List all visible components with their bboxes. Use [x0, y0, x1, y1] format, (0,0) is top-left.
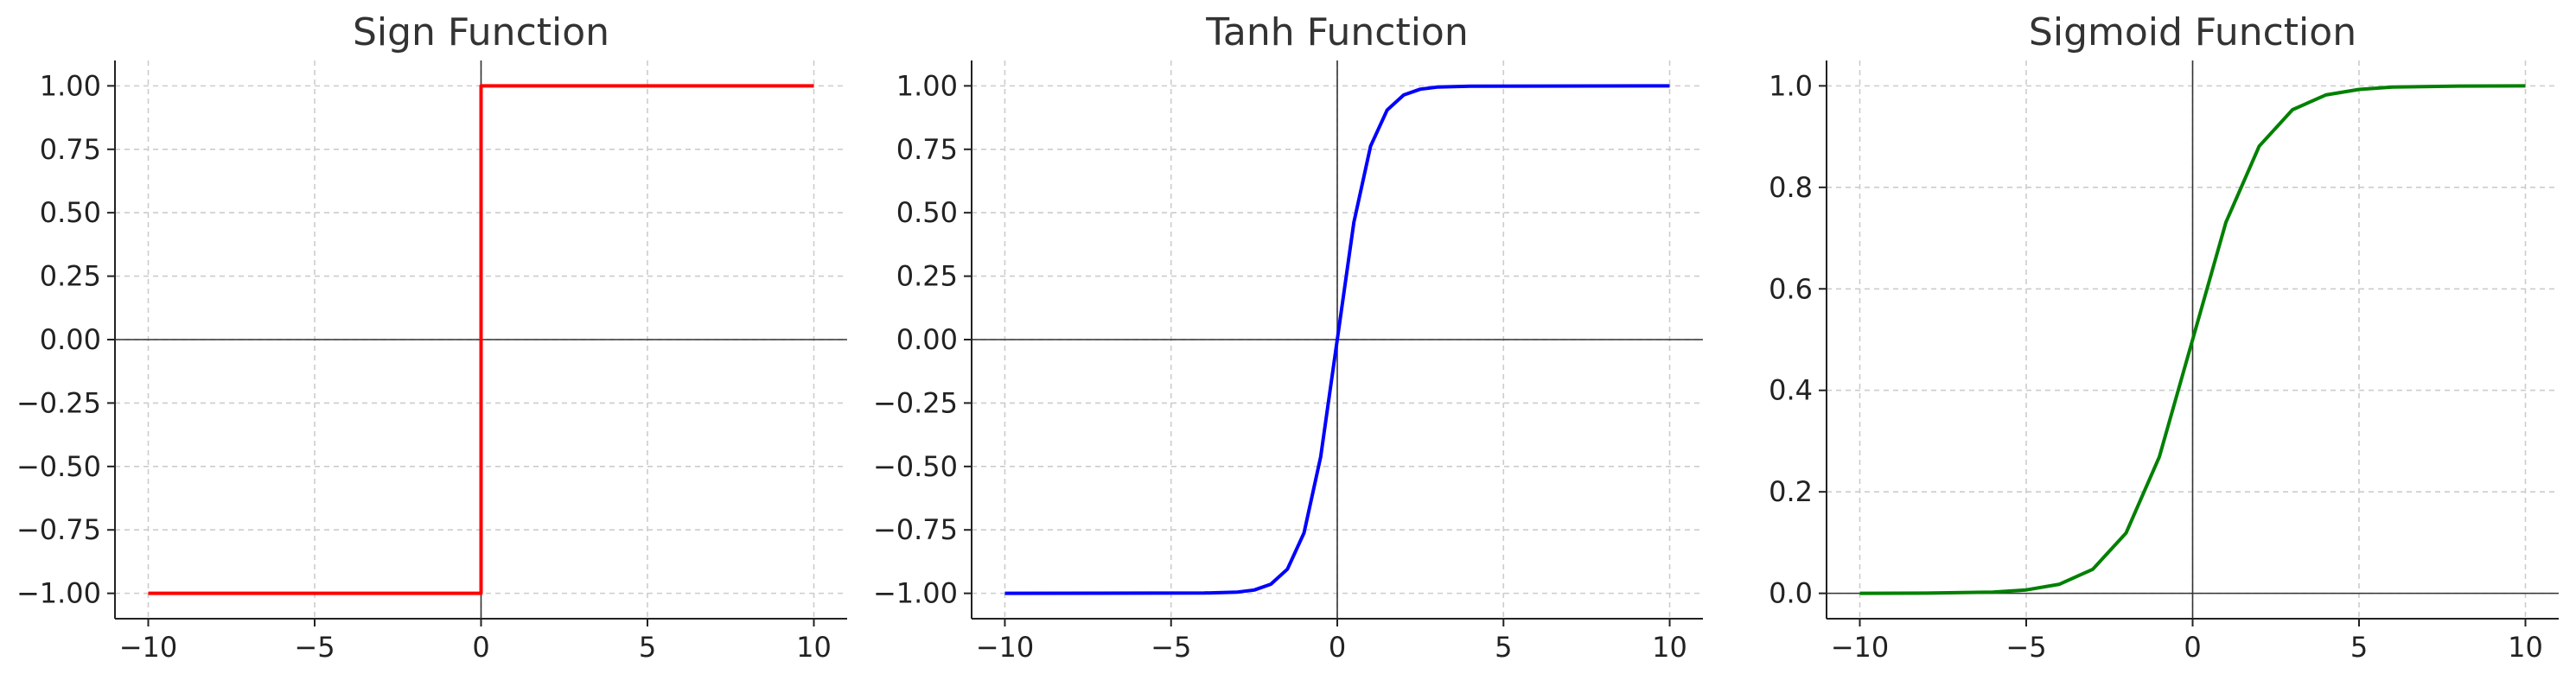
- y-tick-label: 0.00: [896, 323, 958, 356]
- sign-function-chart: Sign Function −10 −5 0 5 10 −1.00 −0.75 −0.50 −0…: [16, 10, 847, 664]
- y-tick-label: −0.50: [873, 450, 958, 483]
- y-tick-label: 1.0: [1769, 69, 1813, 102]
- y-tick-label: 0.2: [1769, 475, 1813, 508]
- series-line: [148, 84, 814, 595]
- x-tick-label: 10: [2508, 631, 2543, 664]
- sigmoid-function-chart: Sigmoid Function −10 −5 0 5 10 0.0 0.2 0.4 0.6 0.…: [1769, 10, 2559, 664]
- chart-title: Tanh Function: [1205, 10, 1468, 54]
- x-tick-label: −10: [976, 631, 1035, 664]
- y-tick-label: 0.50: [40, 196, 101, 229]
- y-tick-label: 0.75: [40, 133, 101, 166]
- x-tick-label: 5: [2350, 631, 2368, 664]
- y-tick-label: 0.50: [896, 196, 958, 229]
- x-tick-label: 0: [2184, 631, 2201, 664]
- y-tick-label: 0.25: [40, 260, 101, 293]
- chart-title: Sigmoid Function: [2029, 10, 2356, 54]
- y-tick-label: 0.75: [896, 133, 958, 166]
- tanh-function-chart: Tanh Function −10 −5 0 5 10 −1.00 −0.75 −0.50 −0…: [873, 10, 1703, 664]
- x-tick-label: 5: [639, 631, 656, 664]
- series-line: [1859, 84, 2526, 595]
- y-tick-label: 0.6: [1769, 272, 1813, 305]
- x-tick-label: 0: [1329, 631, 1346, 664]
- x-tick-label: 0: [472, 631, 489, 664]
- y-tick-label: 0.25: [896, 260, 958, 293]
- x-tick-label: −5: [1151, 631, 1191, 664]
- x-tick-label: 10: [796, 631, 832, 664]
- y-tick-label: 1.00: [896, 69, 958, 102]
- x-tick-label: −5: [2005, 631, 2046, 664]
- y-tick-label: −0.75: [16, 513, 101, 546]
- x-tick-label: 5: [1495, 631, 1512, 664]
- y-tick-label: −1.00: [16, 577, 101, 610]
- y-tick-label: −0.50: [16, 450, 101, 483]
- y-tick-label: −0.75: [873, 513, 958, 546]
- y-tick-label: 0.0: [1769, 577, 1813, 610]
- y-tick-label: −0.25: [873, 386, 958, 419]
- y-tick-label: −0.25: [16, 386, 101, 419]
- y-tick-label: −1.00: [873, 577, 958, 610]
- series-line: [1004, 84, 1670, 595]
- x-tick-label: −5: [294, 631, 335, 664]
- x-tick-label: −10: [1831, 631, 1890, 664]
- y-tick-label: 0.4: [1769, 374, 1813, 407]
- y-tick-label: 1.00: [40, 69, 101, 102]
- y-tick-label: 0.00: [40, 323, 101, 356]
- x-tick-label: 10: [1652, 631, 1687, 664]
- y-tick-label: 0.8: [1769, 171, 1813, 204]
- x-tick-label: −10: [119, 631, 178, 664]
- chart-title: Sign Function: [353, 10, 609, 54]
